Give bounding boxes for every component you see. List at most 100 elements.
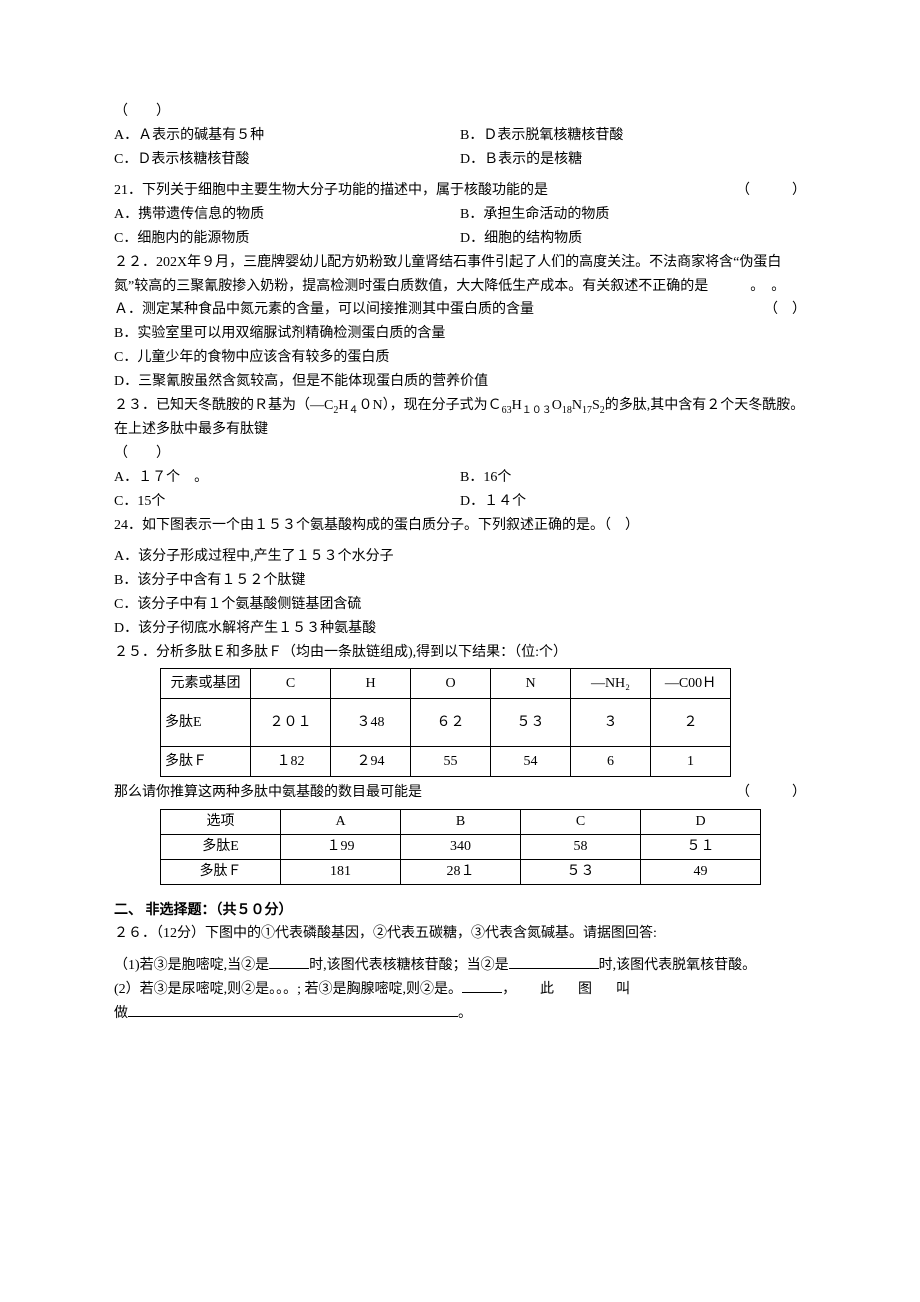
q23-sub4: １０３ bbox=[522, 404, 552, 415]
q22-opt-d: D．三聚氰胺虽然含氮较高，但是不能体现蛋白质的营养价值 bbox=[114, 370, 806, 394]
q26-p1b: 时,该图代表核糖核苷酸；当②是 bbox=[309, 958, 509, 973]
q20-opt-c: C．Ｄ表示核糖核苷酸 bbox=[114, 148, 460, 172]
t2-e4: ５１ bbox=[641, 834, 761, 859]
t1-h5: —NH₂ bbox=[571, 669, 651, 699]
t2-f3: ５３ bbox=[521, 859, 641, 884]
q23-stem: ２３．已知天冬酰胺的Ｒ基为（—C2H４０N），现在分子式为Ｃ63H１０３O18N… bbox=[114, 394, 806, 443]
q22-stem-text: ２２．202X年９月，三鹿牌婴幼儿配方奶粉致儿童肾结石事件引起了人们的高度关注。… bbox=[114, 255, 785, 294]
t2-e0: 多肽E bbox=[161, 834, 281, 859]
t1-f5: 6 bbox=[571, 747, 651, 777]
q26-part1: （1)若③是胞嘧啶,当②是 时,该图代表核糖核苷酸；当②是 时,该图代表脱氧核苷酸。 bbox=[114, 954, 806, 978]
q26-p2-spaced: ，此图叫 bbox=[502, 982, 654, 997]
table-row: 多肽Ｆ １82 ２94 55 54 6 1 bbox=[161, 747, 731, 777]
q23-row2: C．15个 D．１４个 bbox=[114, 490, 806, 514]
q21-stem-row: 21．下列关于细胞中主要生物大分子功能的描述中，属于核酸功能的是 （ ） bbox=[114, 179, 806, 203]
q25-follow: 那么请你推算这两种多肽中氨基酸的数目最可能是 bbox=[114, 785, 422, 800]
q23-sub3: 63 bbox=[502, 404, 512, 415]
q23-sub2: ４ bbox=[348, 404, 358, 415]
q22-opt-a: Ａ．测定某种食品中氮元素的含量，可以间接推测其中蛋白质的含量 bbox=[114, 298, 806, 322]
t1-h4: N bbox=[491, 669, 571, 699]
q20-opt-b: B．Ｄ表示脱氧核糖核苷酸 bbox=[460, 124, 806, 148]
q23-opt-d: D．１４个 bbox=[460, 490, 806, 514]
q26-stem: ２６．（12分）下图中的①代表磷酸基因，②代表五碳糖，③代表含氮碱基。请据图回答… bbox=[114, 922, 806, 946]
q22-opt-c: C．儿童少年的食物中应该含有较多的蛋白质 bbox=[114, 346, 806, 370]
q23-mid5: N bbox=[572, 398, 582, 413]
q22-paren: （ ） bbox=[764, 298, 806, 322]
q20-opt-a: A．Ａ表示的碱基有５种 bbox=[114, 124, 460, 148]
blank-fill[interactable] bbox=[509, 968, 599, 969]
q24-opt-c: C．该分子中有１个氨基酸侧链基团含硫 bbox=[114, 593, 806, 617]
q23-mid3: H bbox=[512, 398, 522, 413]
q25-table2: 选项 A B C D 多肽E １99 340 58 ５１ 多肽Ｆ 181 28１… bbox=[160, 809, 761, 884]
t1-h2: H bbox=[331, 669, 411, 699]
t1-f2: ２94 bbox=[331, 747, 411, 777]
q23-mid1: H bbox=[338, 398, 348, 413]
q21-opt-b: B．承担生命活动的物质 bbox=[460, 203, 806, 227]
table-row: 多肽Ｆ 181 28１ ５３ 49 bbox=[161, 859, 761, 884]
t2-f2: 28１ bbox=[401, 859, 521, 884]
q23-opt-a: A．１７个 。 bbox=[114, 466, 460, 490]
t2-h4: D bbox=[641, 810, 761, 835]
t1-f1: １82 bbox=[251, 747, 331, 777]
q23-opt-b: B．16个 bbox=[460, 466, 806, 490]
q25-stem: ２５．分析多肽Ｅ和多肽Ｆ（均由一条肽链组成),得到以下结果：（位:个） bbox=[114, 641, 806, 665]
q21-stem: 21．下列关于细胞中主要生物大分子功能的描述中，属于核酸功能的是 bbox=[114, 183, 548, 198]
q23-pre: ２３．已知天冬酰胺的Ｒ基为（—C bbox=[114, 398, 333, 413]
q26-p2period: 。 bbox=[458, 1006, 472, 1021]
table-row: 多肽E ２０１ ３48 ６２ ５３ ３ ２ bbox=[161, 699, 731, 747]
t2-e3: 58 bbox=[521, 834, 641, 859]
q20-row2: C．Ｄ表示核糖核苷酸 D．Ｂ表示的是核糖 bbox=[114, 148, 806, 172]
q24-opt-b: B．该分子中含有１５２个肽键 bbox=[114, 569, 806, 593]
blank-fill[interactable] bbox=[269, 968, 309, 969]
t2-f0: 多肽Ｆ bbox=[161, 859, 281, 884]
blank-fill[interactable] bbox=[462, 992, 502, 993]
q26-p2a: (2）若③是尿嘧啶,则②是。。。; 若③是胸腺嘧啶,则②是。 bbox=[114, 982, 462, 997]
q23-mid6: S bbox=[592, 398, 600, 413]
q20-paren: （ ） bbox=[114, 100, 806, 124]
q26-part2b: 做。 bbox=[114, 1002, 806, 1026]
q26-part2: (2）若③是尿嘧啶,则②是。。。; 若③是胸腺嘧啶,则②是。 ，此图叫 bbox=[114, 978, 806, 1002]
q24-opt-a: A．该分子形成过程中,产生了１５３个水分子 bbox=[114, 545, 806, 569]
t1-h6: —C00Ｈ bbox=[651, 669, 731, 699]
q22-opt-b: B．实验室里可以用双缩脲试剂精确检测蛋白质的含量 bbox=[114, 322, 806, 346]
t1-h1: C bbox=[251, 669, 331, 699]
q23-opt-c: C．15个 bbox=[114, 490, 460, 514]
q21-opt-d: D．细胞的结构物质 bbox=[460, 227, 806, 251]
q23-row1: A．１７个 。 B．16个 bbox=[114, 466, 806, 490]
q20-opt-d: D．Ｂ表示的是核糖 bbox=[460, 148, 806, 172]
table-row: 选项 A B C D bbox=[161, 810, 761, 835]
table-row: 元素或基团 C H O N —NH₂ —C00Ｈ bbox=[161, 669, 731, 699]
q23-mid2: ０N），现在分子式为Ｃ bbox=[358, 398, 501, 413]
q23-sub6: 17 bbox=[582, 404, 592, 415]
q26-p1a: （1)若③是胞嘧啶,当②是 bbox=[114, 958, 269, 973]
section2-title: 二、 非选择题：（共５０分） bbox=[114, 899, 806, 923]
q25-paren: （ ） bbox=[736, 781, 806, 805]
t2-h1: A bbox=[281, 810, 401, 835]
t2-f1: 181 bbox=[281, 859, 401, 884]
t1-f3: 55 bbox=[411, 747, 491, 777]
t2-h2: B bbox=[401, 810, 521, 835]
q20-row1: A．Ａ表示的碱基有５种 B．Ｄ表示脱氧核糖核苷酸 bbox=[114, 124, 806, 148]
t1-e0: 多肽E bbox=[161, 699, 251, 747]
t1-e5: ３ bbox=[571, 699, 651, 747]
q25-table1: 元素或基团 C H O N —NH₂ —C00Ｈ 多肽E ２０１ ３48 ６２ … bbox=[160, 668, 731, 777]
t2-h0: 选项 bbox=[161, 810, 281, 835]
t2-h3: C bbox=[521, 810, 641, 835]
t1-e1: ２０１ bbox=[251, 699, 331, 747]
t1-e2: ３48 bbox=[331, 699, 411, 747]
q23-paren: （ ） bbox=[114, 442, 806, 466]
q21-row2: C．细胞内的能源物质 D．细胞的结构物质 bbox=[114, 227, 806, 251]
t1-f4: 54 bbox=[491, 747, 571, 777]
q26-p2end: 做 bbox=[114, 1006, 128, 1021]
q24-opt-d: D．该分子彻底水解将产生１５３种氨基酸 bbox=[114, 617, 806, 641]
t2-e2: 340 bbox=[401, 834, 521, 859]
blank-fill[interactable] bbox=[128, 1016, 458, 1017]
q21-opt-a: A．携带遗传信息的物质 bbox=[114, 203, 460, 227]
t1-f6: 1 bbox=[651, 747, 731, 777]
q26-p1c: 时,该图代表脱氧核苷酸。 bbox=[599, 958, 757, 973]
q25-follow-row: 那么请你推算这两种多肽中氨基酸的数目最可能是 （ ） bbox=[114, 781, 806, 805]
q23-mid4: O bbox=[552, 398, 562, 413]
q24-stem: 24．如下图表示一个由１５３个氨基酸构成的蛋白质分子。下列叙述正确的是。（ ） bbox=[114, 514, 806, 538]
q21-opt-c: C．细胞内的能源物质 bbox=[114, 227, 460, 251]
q21-paren: （ ） bbox=[736, 179, 806, 203]
